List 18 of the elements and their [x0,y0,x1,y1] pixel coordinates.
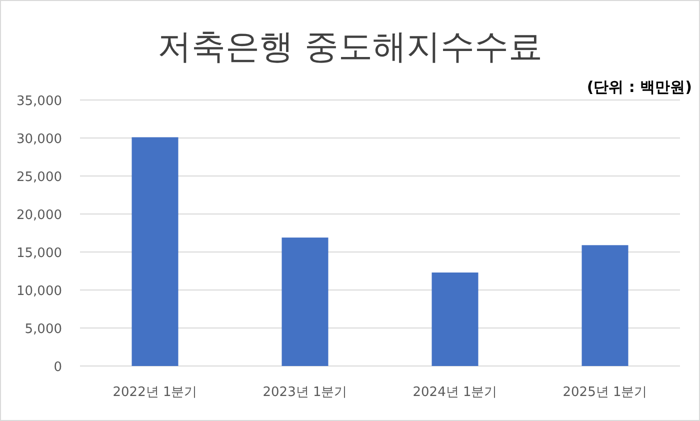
x-tick-label: 2025년 1분기 [562,385,648,400]
y-tick-label: 35,000 [16,94,62,109]
bar [582,245,628,366]
y-tick-label: 15,000 [16,246,62,261]
chart-title: 저축은행 중도해지수수료 [158,27,542,67]
y-tick-label: 10,000 [16,284,62,299]
bar [132,137,178,366]
bar [282,238,328,366]
y-tick-label: 30,000 [16,132,62,147]
y-tick-label: 5,000 [24,322,62,337]
x-tick-label: 2022년 1분기 [112,385,198,400]
bar [432,272,478,366]
y-tick-label: 0 [54,360,62,375]
x-tick-label: 2023년 1분기 [262,385,348,400]
text: (단위 : 백만원) [586,78,692,96]
y-tick-label: 20,000 [16,208,62,223]
y-tick-label: 25,000 [16,170,62,185]
x-tick-label: 2024년 1분기 [412,385,498,400]
